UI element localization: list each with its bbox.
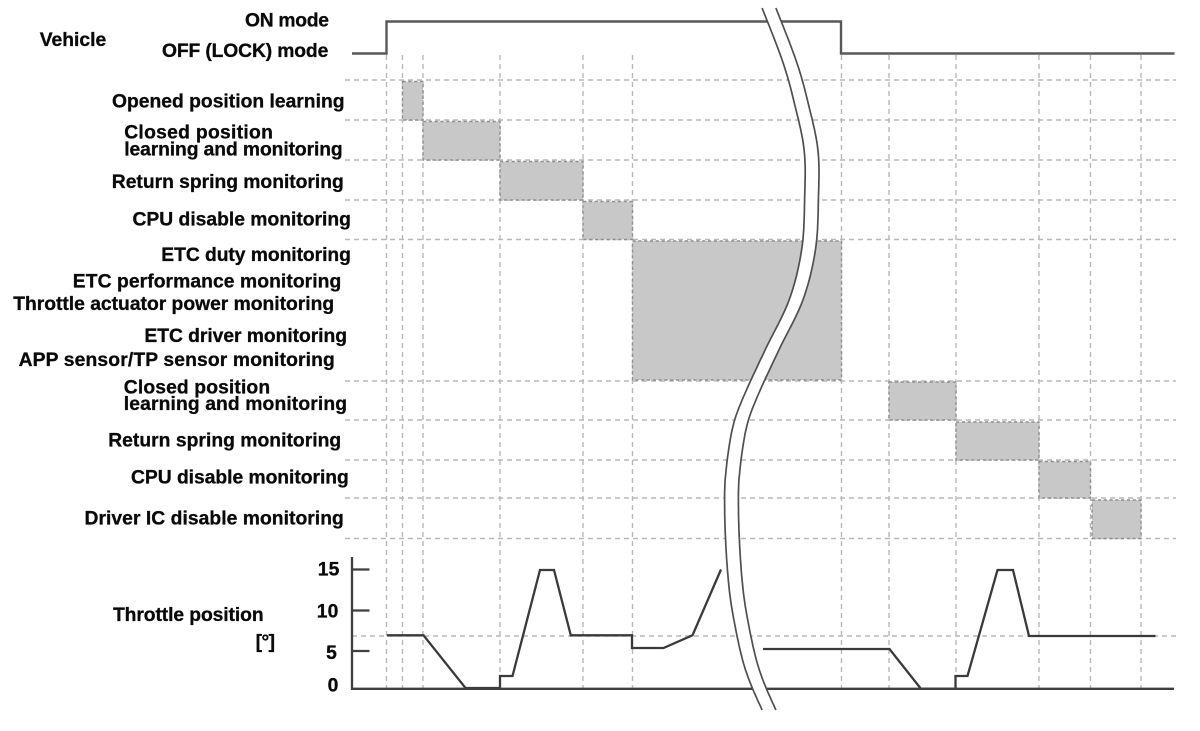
svg-text:learning and monitoring: learning and monitoring [124, 394, 347, 415]
svg-text:[°]: [°] [256, 632, 276, 653]
svg-text:ETC performance monitoring: ETC performance monitoring [73, 272, 342, 293]
svg-text:ON mode: ON mode [245, 10, 329, 31]
svg-text:15: 15 [318, 559, 340, 580]
svg-text:Opened position learning: Opened position learning [112, 92, 345, 113]
svg-text:10: 10 [317, 602, 339, 623]
svg-text:CPU disable monitoring: CPU disable monitoring [131, 468, 349, 489]
svg-text:Return spring monitoring: Return spring monitoring [108, 431, 341, 452]
svg-text:Driver IC disable monitoring: Driver IC disable monitoring [85, 509, 344, 530]
svg-text:Closed position: Closed position [124, 378, 270, 399]
svg-text:OFF (LOCK) mode: OFF (LOCK) mode [162, 41, 329, 62]
svg-text:Return spring monitoring: Return spring monitoring [112, 172, 344, 193]
svg-text:ETC driver monitoring: ETC driver monitoring [144, 326, 347, 347]
svg-text:Vehicle: Vehicle [40, 30, 107, 51]
svg-text:APP sensor/TP sensor monitorin: APP sensor/TP sensor monitoring [19, 350, 335, 371]
svg-text:CPU disable monitoring: CPU disable monitoring [133, 209, 351, 230]
svg-text:ETC duty monitoring: ETC duty monitoring [161, 245, 351, 266]
svg-text:Throttle position: Throttle position [113, 605, 264, 626]
svg-text:learning and monitoring: learning and monitoring [124, 140, 343, 161]
svg-text:5: 5 [326, 643, 337, 664]
svg-text:Throttle actuator power monito: Throttle actuator power monitoring [13, 294, 334, 315]
svg-text:Closed position: Closed position [124, 122, 273, 143]
svg-text:0: 0 [328, 676, 339, 697]
